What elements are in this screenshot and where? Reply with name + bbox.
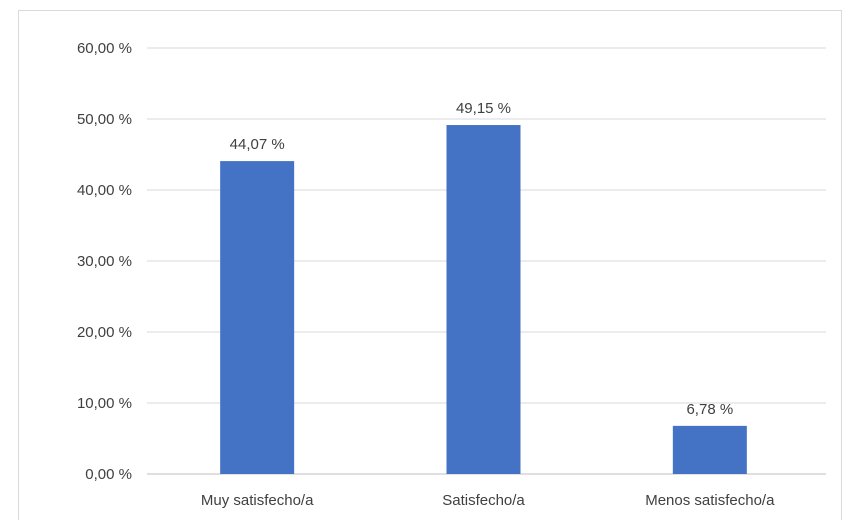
bars (220, 125, 747, 474)
category-label: Muy satisfecho/a (201, 492, 314, 509)
y-tick-label: 40,00 % (77, 182, 132, 199)
bar (672, 425, 747, 474)
bar-value-label: 6,78 % (686, 401, 733, 418)
y-tick-label: 30,00 % (77, 253, 132, 270)
y-axis-ticks: 0,00 % 10,00 % 20,00 % 30,00 % 40,00 % 50,00 … (77, 40, 132, 483)
y-tick-label: 50,00 % (77, 111, 132, 128)
x-axis-categories: Muy satisfecho/a Satisfecho/a Menos satisf… (201, 492, 775, 509)
y-tick-label: 0,00 % (85, 466, 132, 483)
category-label: Satisfecho/a (442, 492, 525, 509)
y-tick-label: 60,00 % (77, 40, 132, 57)
bar-value-label: 44,07 % (230, 136, 285, 153)
y-tick-label: 10,00 % (77, 395, 132, 412)
category-label: Menos satisfecho/a (645, 492, 775, 509)
bar-value-label: 49,15 % (456, 100, 511, 117)
data-labels: 44,07 % 49,15 % 6,78 % (230, 100, 734, 418)
y-tick-label: 20,00 % (77, 324, 132, 341)
bar (446, 125, 521, 474)
bar (220, 161, 295, 474)
